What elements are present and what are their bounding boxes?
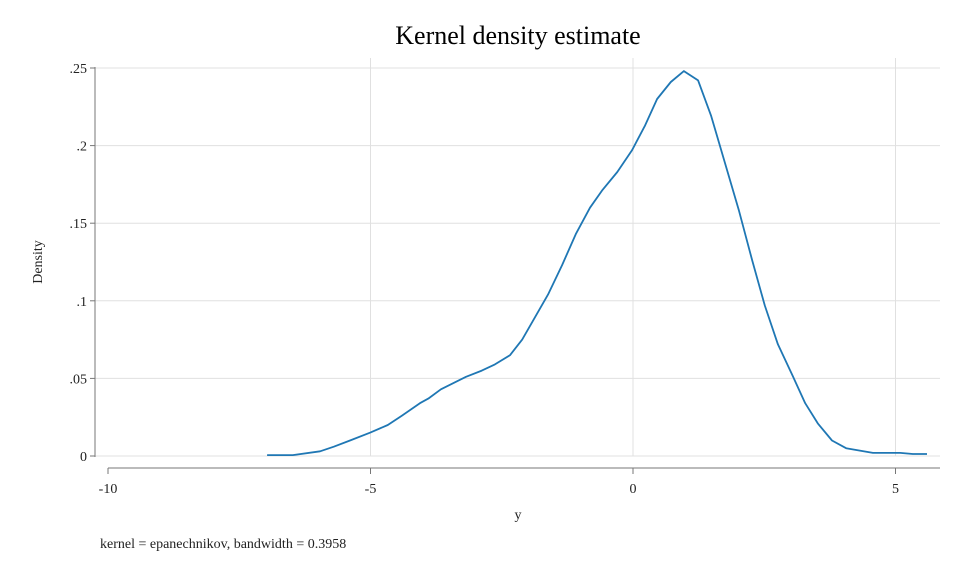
x-tick-label: -10: [99, 482, 118, 497]
y-tick-label: .25: [70, 62, 88, 77]
x-tick-label: -5: [365, 482, 377, 497]
x-axis-label: y: [515, 508, 522, 523]
y-tick-label: .1: [77, 295, 88, 310]
chart-title: Kernel density estimate: [395, 21, 640, 50]
density-line: [267, 70, 927, 457]
grid: [95, 58, 940, 457]
y-tick-label: .15: [70, 217, 88, 232]
series: [267, 70, 927, 457]
chart-note: kernel = epanechnikov, bandwidth = 0.395…: [100, 537, 346, 552]
y-tick-label: .05: [70, 372, 88, 387]
x-tick-label: 5: [892, 482, 899, 497]
y-tick-label: .2: [77, 140, 88, 155]
y-tick-label: 0: [80, 450, 87, 465]
y-axis-label: Density: [31, 240, 46, 284]
axes: 0 .05 .1 .15 .2 .25 -10 -5 0 5: [70, 62, 940, 497]
x-tick-label: 0: [630, 482, 637, 497]
